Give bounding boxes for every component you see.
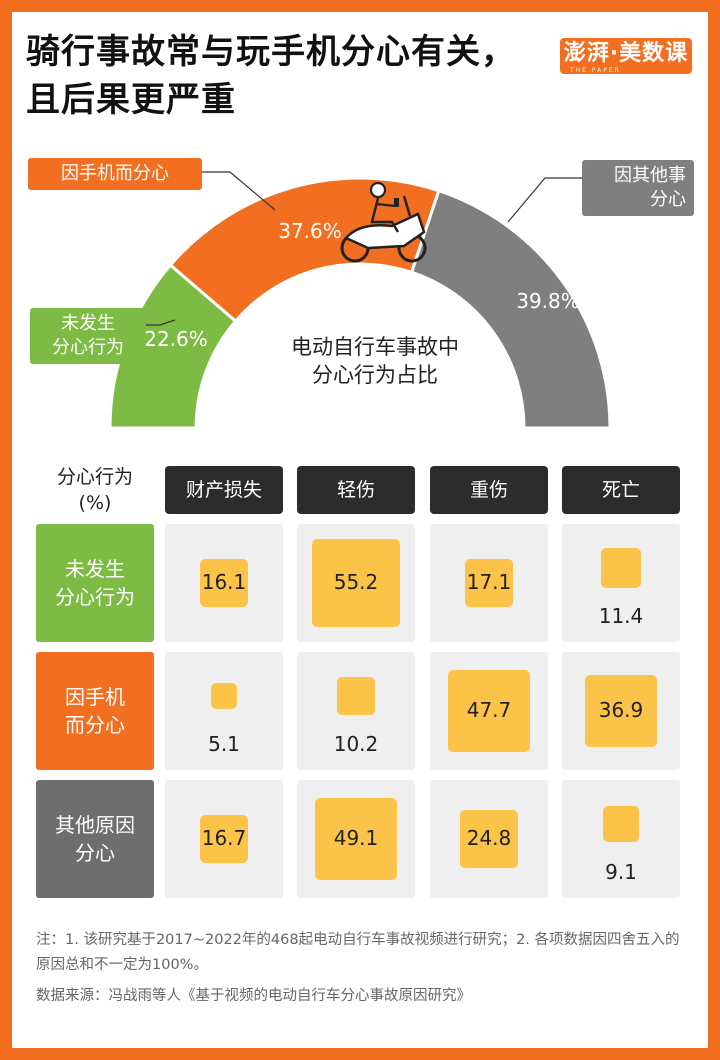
corner-label-line: (%) bbox=[78, 492, 112, 514]
slice-value-label: 39.8% bbox=[516, 289, 580, 313]
cell-value-label: 9.1 bbox=[605, 860, 637, 884]
cell-value-label: 24.8 bbox=[466, 826, 512, 850]
table-row-header: 其他原因 分心 bbox=[36, 780, 154, 898]
table-cell bbox=[165, 652, 283, 770]
row-header-line: 未发生 bbox=[65, 557, 125, 581]
value-square bbox=[601, 548, 641, 588]
slice-value-label: 37.6% bbox=[278, 219, 342, 243]
value-square bbox=[200, 559, 248, 607]
cell-value-label: 16.7 bbox=[201, 826, 247, 850]
row-header-line: 其他原因 bbox=[55, 813, 135, 837]
row-header-line: 因手机 bbox=[65, 685, 125, 709]
donut-slice bbox=[409, 188, 612, 430]
slice-callout-line: 分心 bbox=[650, 189, 686, 210]
cell-value-label: 55.2 bbox=[333, 570, 379, 594]
table-column-header: 死亡 bbox=[562, 466, 680, 514]
cell-value-label: 49.1 bbox=[333, 826, 379, 850]
slice-callout-line: 分心行为 bbox=[52, 337, 124, 358]
row-header-line: 分心行为 bbox=[55, 585, 135, 609]
value-square bbox=[464, 558, 514, 608]
value-square bbox=[210, 682, 238, 710]
value-square bbox=[337, 677, 375, 715]
footnote: 注：1. 该研究基于2017~2022年的468起电动自行车事故视频进行研究；2… bbox=[36, 932, 680, 973]
brand-logo-small: THE PAPER bbox=[570, 67, 621, 74]
slice-callout-line: 未发生 bbox=[61, 313, 115, 334]
leader-line bbox=[507, 177, 582, 223]
table-column-header: 轻伤 bbox=[297, 466, 415, 514]
slice-value-label: 22.6% bbox=[144, 327, 208, 351]
cell-value-label: 11.4 bbox=[598, 604, 644, 628]
cell-value-label: 10.2 bbox=[333, 732, 379, 756]
cell-value-label: 17.1 bbox=[466, 570, 512, 594]
value-square bbox=[603, 806, 639, 842]
value-square bbox=[314, 797, 398, 881]
corner-label-line: 分心行为 bbox=[56, 466, 133, 488]
table-column-header: 财产损失 bbox=[165, 466, 283, 514]
slice-callout-line: 因其他事 bbox=[614, 165, 686, 186]
brand-logo: 澎湃·美数课 THE PAPER bbox=[560, 38, 692, 74]
cell-value-label: 16.1 bbox=[201, 570, 247, 594]
page-title: 骑行事故常与玩手机分心有关，且后果更严重 bbox=[26, 32, 516, 120]
table-row-header: 因手机 而分心 bbox=[36, 652, 154, 770]
slice-callout: 因手机而分心 bbox=[28, 158, 202, 190]
row-header-line: 分心 bbox=[75, 841, 115, 865]
value-square bbox=[459, 809, 519, 869]
brand-logo-text: 澎湃·美数课 bbox=[563, 41, 689, 66]
rider-icon bbox=[340, 181, 427, 263]
value-square bbox=[312, 539, 400, 627]
table-corner-label: 分心行为 (%) bbox=[36, 464, 154, 516]
value-square bbox=[448, 670, 530, 752]
value-square bbox=[199, 814, 249, 864]
donut-center-title: 分心行为占比 bbox=[312, 363, 438, 387]
table-column-header: 重伤 bbox=[430, 466, 548, 514]
table-row-header: 未发生 分心行为 bbox=[36, 524, 154, 642]
cell-value-label: 36.9 bbox=[598, 698, 644, 722]
slice-callout-line: 因手机而分心 bbox=[61, 163, 169, 184]
cell-value-label: 47.7 bbox=[466, 698, 512, 722]
donut-center-title: 电动自行车事故中 bbox=[291, 335, 459, 359]
notes: 注：1. 该研究基于2017~2022年的468起电动自行车事故视频进行研究；2… bbox=[36, 928, 686, 1009]
cell-value-label: 5.1 bbox=[208, 732, 240, 756]
data-source: 数据来源：冯战雨等人《基于视频的电动自行车分心事故原因研究》 bbox=[36, 988, 471, 1004]
slice-callout: 未发生 分心行为 bbox=[30, 308, 146, 364]
value-square bbox=[585, 675, 657, 747]
slice-callout: 因其他事分心 bbox=[582, 160, 694, 216]
row-header-line: 而分心 bbox=[65, 713, 125, 737]
